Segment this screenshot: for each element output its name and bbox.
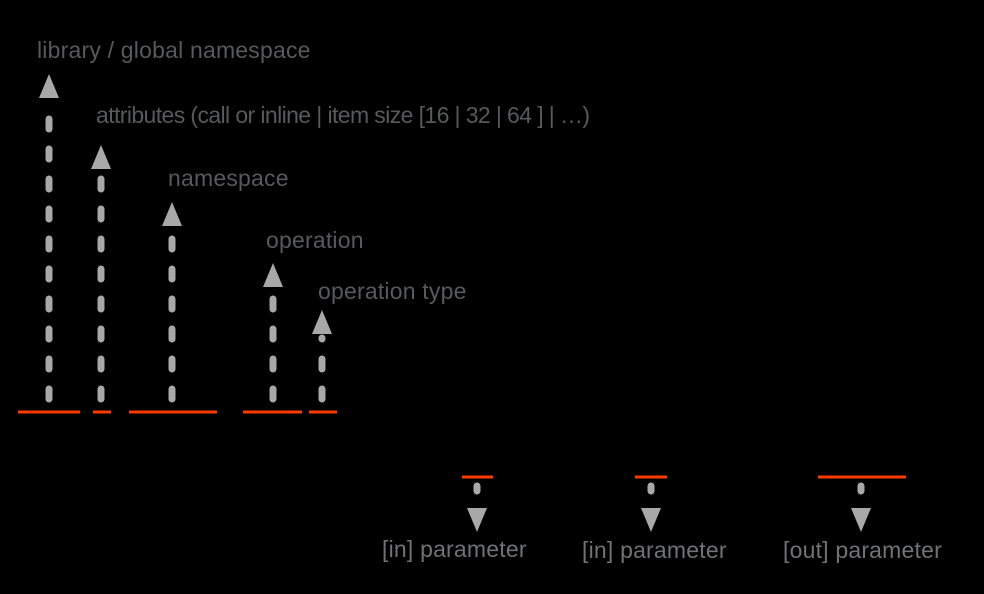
label-library-global-namespace: library / global namespace (37, 37, 311, 63)
label-operation: operation (266, 227, 364, 253)
label-in-parameter-2: [in] parameter (582, 537, 727, 563)
arrowhead-up-icon (263, 263, 283, 287)
arrowhead-up-icon (162, 202, 182, 226)
up-arrow-operation (263, 263, 283, 403)
label-out-parameter: [out] parameter (783, 537, 942, 563)
down-arrow-param-in-1 (467, 482, 487, 532)
label-in-parameter-1: [in] parameter (382, 536, 527, 562)
label-operation-type: operation type (318, 278, 467, 304)
arrowhead-down-icon (851, 508, 871, 532)
up-arrow-attributes (91, 145, 111, 403)
arrowhead-up-icon (39, 74, 59, 98)
down-arrow-param-out (851, 482, 871, 532)
label-attributes: attributes (call or inline | item size [… (96, 102, 590, 128)
arrowhead-up-icon (312, 310, 332, 334)
arrowhead-up-icon (91, 145, 111, 169)
up-arrow-operation-type (312, 310, 332, 403)
arrowhead-down-icon (467, 508, 487, 532)
arrowhead-down-icon (641, 508, 661, 532)
label-namespace: namespace (168, 165, 289, 191)
up-arrow-namespace (162, 202, 182, 403)
up-arrow-library-namespace (39, 74, 59, 403)
down-arrow-param-in-2 (641, 482, 661, 532)
